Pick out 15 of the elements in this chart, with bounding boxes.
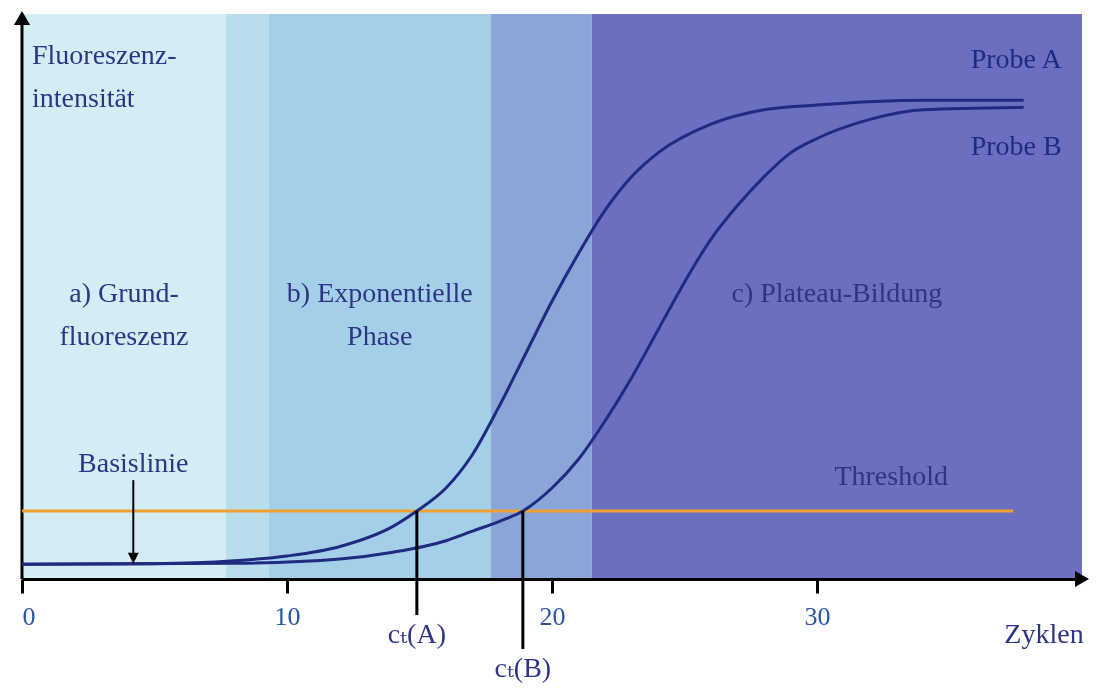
x-tick-label: 20	[539, 601, 566, 631]
x-tick-label: 0	[22, 601, 36, 631]
annotation: cₜ(B)	[494, 652, 552, 683]
band-label: c) Plateau-Bildung	[731, 277, 943, 308]
x-axis-title: Zyklen	[1004, 618, 1084, 649]
x-tick-label: 30	[804, 601, 831, 631]
series-label: Probe B	[970, 130, 1062, 162]
annotation: cₜ(A)	[387, 618, 446, 649]
band-label: b) Exponentielle Phase	[286, 277, 473, 351]
y-axis-title: Fluoreszenz- intensität	[32, 39, 177, 113]
annotation: Basislinie	[78, 447, 189, 479]
series-label: Probe A	[970, 43, 1063, 75]
ref-line-label: Threshold	[834, 460, 948, 492]
x-tick-label: 10	[274, 601, 301, 631]
band-label: a) Grund- fluoreszenz	[59, 277, 189, 351]
